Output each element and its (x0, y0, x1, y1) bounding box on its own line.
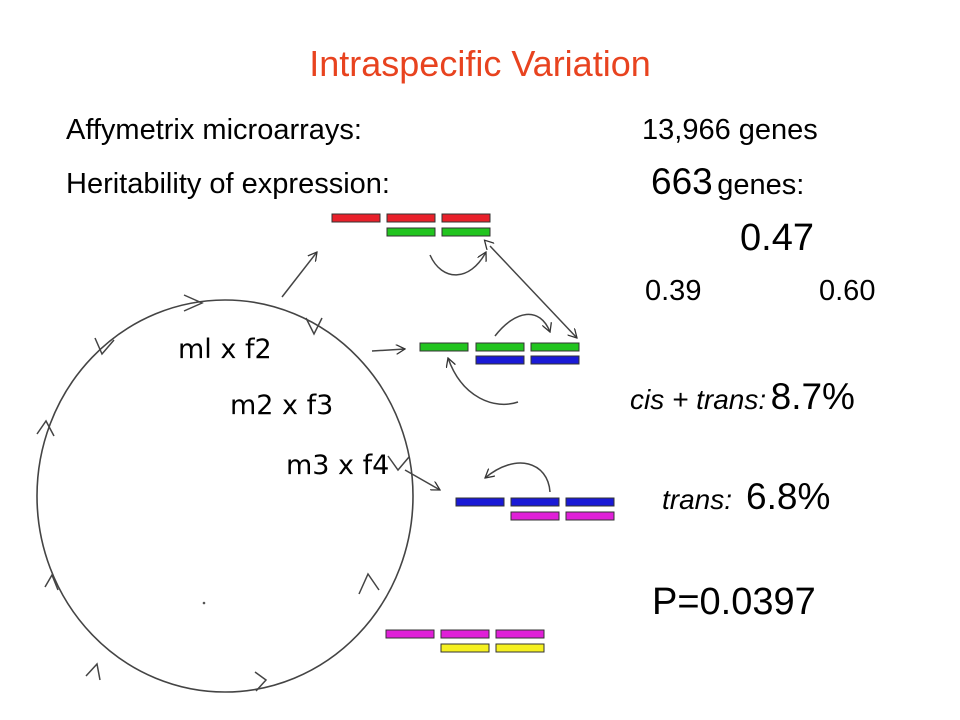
heritability-gene-unit: genes: (717, 169, 805, 201)
heritability-high: 0.60 (819, 275, 876, 307)
crossing-cycle-circle (36, 299, 414, 693)
cross-label-1: ml x f2 (178, 334, 272, 365)
cycle-arrowheads (36, 294, 410, 692)
p-value: P=0.0397 (652, 581, 816, 623)
cis-trans-stat: cis + trans: 8.7% (630, 378, 855, 415)
heritability-low: 0.39 (645, 275, 702, 307)
trans-label: trans: (662, 484, 733, 515)
heritability-genes: 663 genes: (651, 163, 804, 200)
heritability-mean: 0.47 (740, 217, 814, 259)
trans-value: 6.8% (746, 476, 831, 517)
cross-label-3: m3 x f4 (286, 450, 389, 481)
slide-title: Intraspecific Variation (309, 43, 651, 84)
trans-stat: trans: 6.8% (662, 478, 830, 515)
transfer-arrows (281, 246, 577, 493)
dot (202, 601, 206, 605)
microarrays-label: Affymetrix microarrays: (66, 114, 362, 146)
heritability-gene-count: 663 (651, 161, 713, 202)
cis-trans-label: cis + trans: (630, 384, 767, 415)
cross-label-2: m2 x f3 (230, 390, 333, 421)
heritability-label: Heritability of expression: (66, 168, 390, 200)
cis-trans-value: 8.7% (770, 376, 855, 417)
allele-bars (331, 213, 615, 653)
microarrays-gene-count: 13,966 genes (642, 114, 818, 146)
